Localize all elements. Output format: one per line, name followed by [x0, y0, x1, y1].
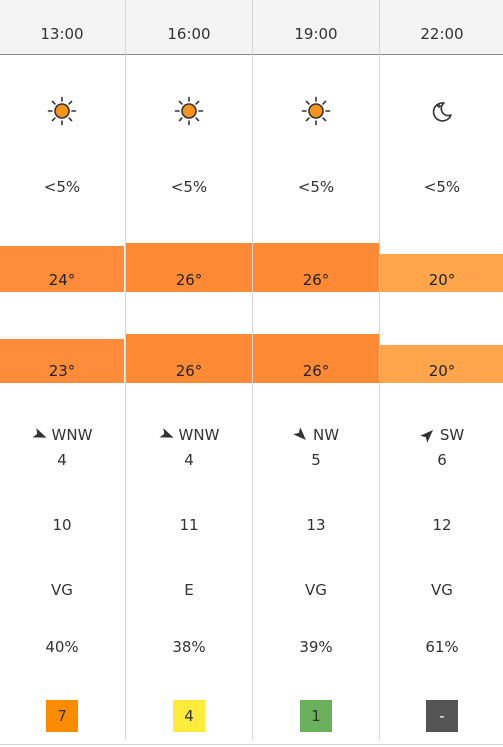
uv-index: - — [380, 700, 503, 732]
time-label: 13:00 — [40, 25, 84, 43]
feels-like-value: 26° — [302, 362, 330, 380]
uv-badge: 7 — [46, 700, 78, 732]
wind-speed: 4 — [57, 451, 67, 469]
wind-gust: 10 — [52, 516, 72, 534]
temperature-value: 26° — [302, 271, 330, 289]
sun-icon — [253, 96, 379, 126]
temperature-value: 20° — [428, 271, 456, 289]
uv-index: 4 — [126, 700, 252, 732]
feels-like-value: 23° — [48, 362, 76, 380]
uv-badge: 4 — [173, 700, 205, 732]
forecast-column: 13:00 <5% 24° 23° WNW 4 10 VG 40% 7 — [0, 0, 124, 740]
visibility: VG — [51, 581, 73, 599]
feels-like-bar: 26° — [253, 334, 379, 383]
wind-direction-label: WNW — [51, 426, 93, 444]
wind-gust: 12 — [432, 516, 452, 534]
wind-arrow-icon — [293, 427, 309, 443]
temperature-bar: 26° — [253, 243, 379, 292]
uv-index: 7 — [0, 700, 124, 732]
time-label: 22:00 — [420, 25, 464, 43]
temperature-value: 24° — [48, 271, 76, 289]
humidity: 40% — [45, 638, 79, 656]
uv-badge: 1 — [300, 700, 332, 732]
wind-direction: NW — [253, 426, 379, 444]
feels-like-bar: 20° — [380, 345, 503, 383]
humidity: 61% — [425, 638, 459, 656]
wind-speed: 5 — [311, 451, 321, 469]
precipitation-chance: <5% — [423, 178, 461, 196]
precipitation-chance: <5% — [43, 178, 81, 196]
wind-arrow-icon — [32, 427, 48, 443]
feels-like-bar: 23° — [0, 339, 124, 383]
forecast-column: 16:00 <5% 26° 26° WNW 4 11 E 38% 4 — [125, 0, 252, 740]
bottom-divider — [0, 744, 503, 745]
wind-gust: 11 — [179, 516, 199, 534]
uv-badge: - — [426, 700, 458, 732]
sun-icon — [0, 96, 124, 126]
feels-like-value: 26° — [175, 362, 203, 380]
temperature-value: 26° — [175, 271, 203, 289]
wind-speed: 4 — [184, 451, 194, 469]
temperature-bar: 20° — [380, 254, 503, 292]
forecast-column: 22:00 <5% 20° 20° SW 6 12 VG 61% - — [379, 0, 503, 740]
wind-gust: 13 — [306, 516, 326, 534]
moon-icon — [380, 96, 503, 126]
visibility: VG — [305, 581, 327, 599]
humidity: 38% — [172, 638, 206, 656]
wind-direction: WNW — [0, 426, 124, 444]
time-label: 16:00 — [167, 25, 211, 43]
visibility: E — [184, 581, 194, 599]
uv-index: 1 — [253, 700, 379, 732]
wind-direction: SW — [380, 426, 503, 444]
wind-speed: 6 — [437, 451, 447, 469]
wind-direction-label: SW — [439, 426, 465, 444]
wind-arrow-icon — [420, 427, 436, 443]
feels-like-bar: 26° — [126, 334, 252, 383]
sun-icon — [126, 96, 252, 126]
temperature-bar: 26° — [126, 243, 252, 292]
wind-arrow-icon — [159, 427, 175, 443]
feels-like-value: 20° — [428, 362, 456, 380]
time-header-bar — [0, 0, 503, 55]
temperature-bar: 24° — [0, 246, 124, 292]
wind-direction: WNW — [126, 426, 252, 444]
forecast-column: 19:00 <5% 26° 26° NW 5 13 VG 39% 1 — [252, 0, 379, 740]
precipitation-chance: <5% — [170, 178, 208, 196]
humidity: 39% — [299, 638, 333, 656]
visibility: VG — [431, 581, 453, 599]
wind-direction-label: NW — [312, 426, 340, 444]
wind-direction-label: WNW — [178, 426, 220, 444]
time-label: 19:00 — [294, 25, 338, 43]
precipitation-chance: <5% — [297, 178, 335, 196]
